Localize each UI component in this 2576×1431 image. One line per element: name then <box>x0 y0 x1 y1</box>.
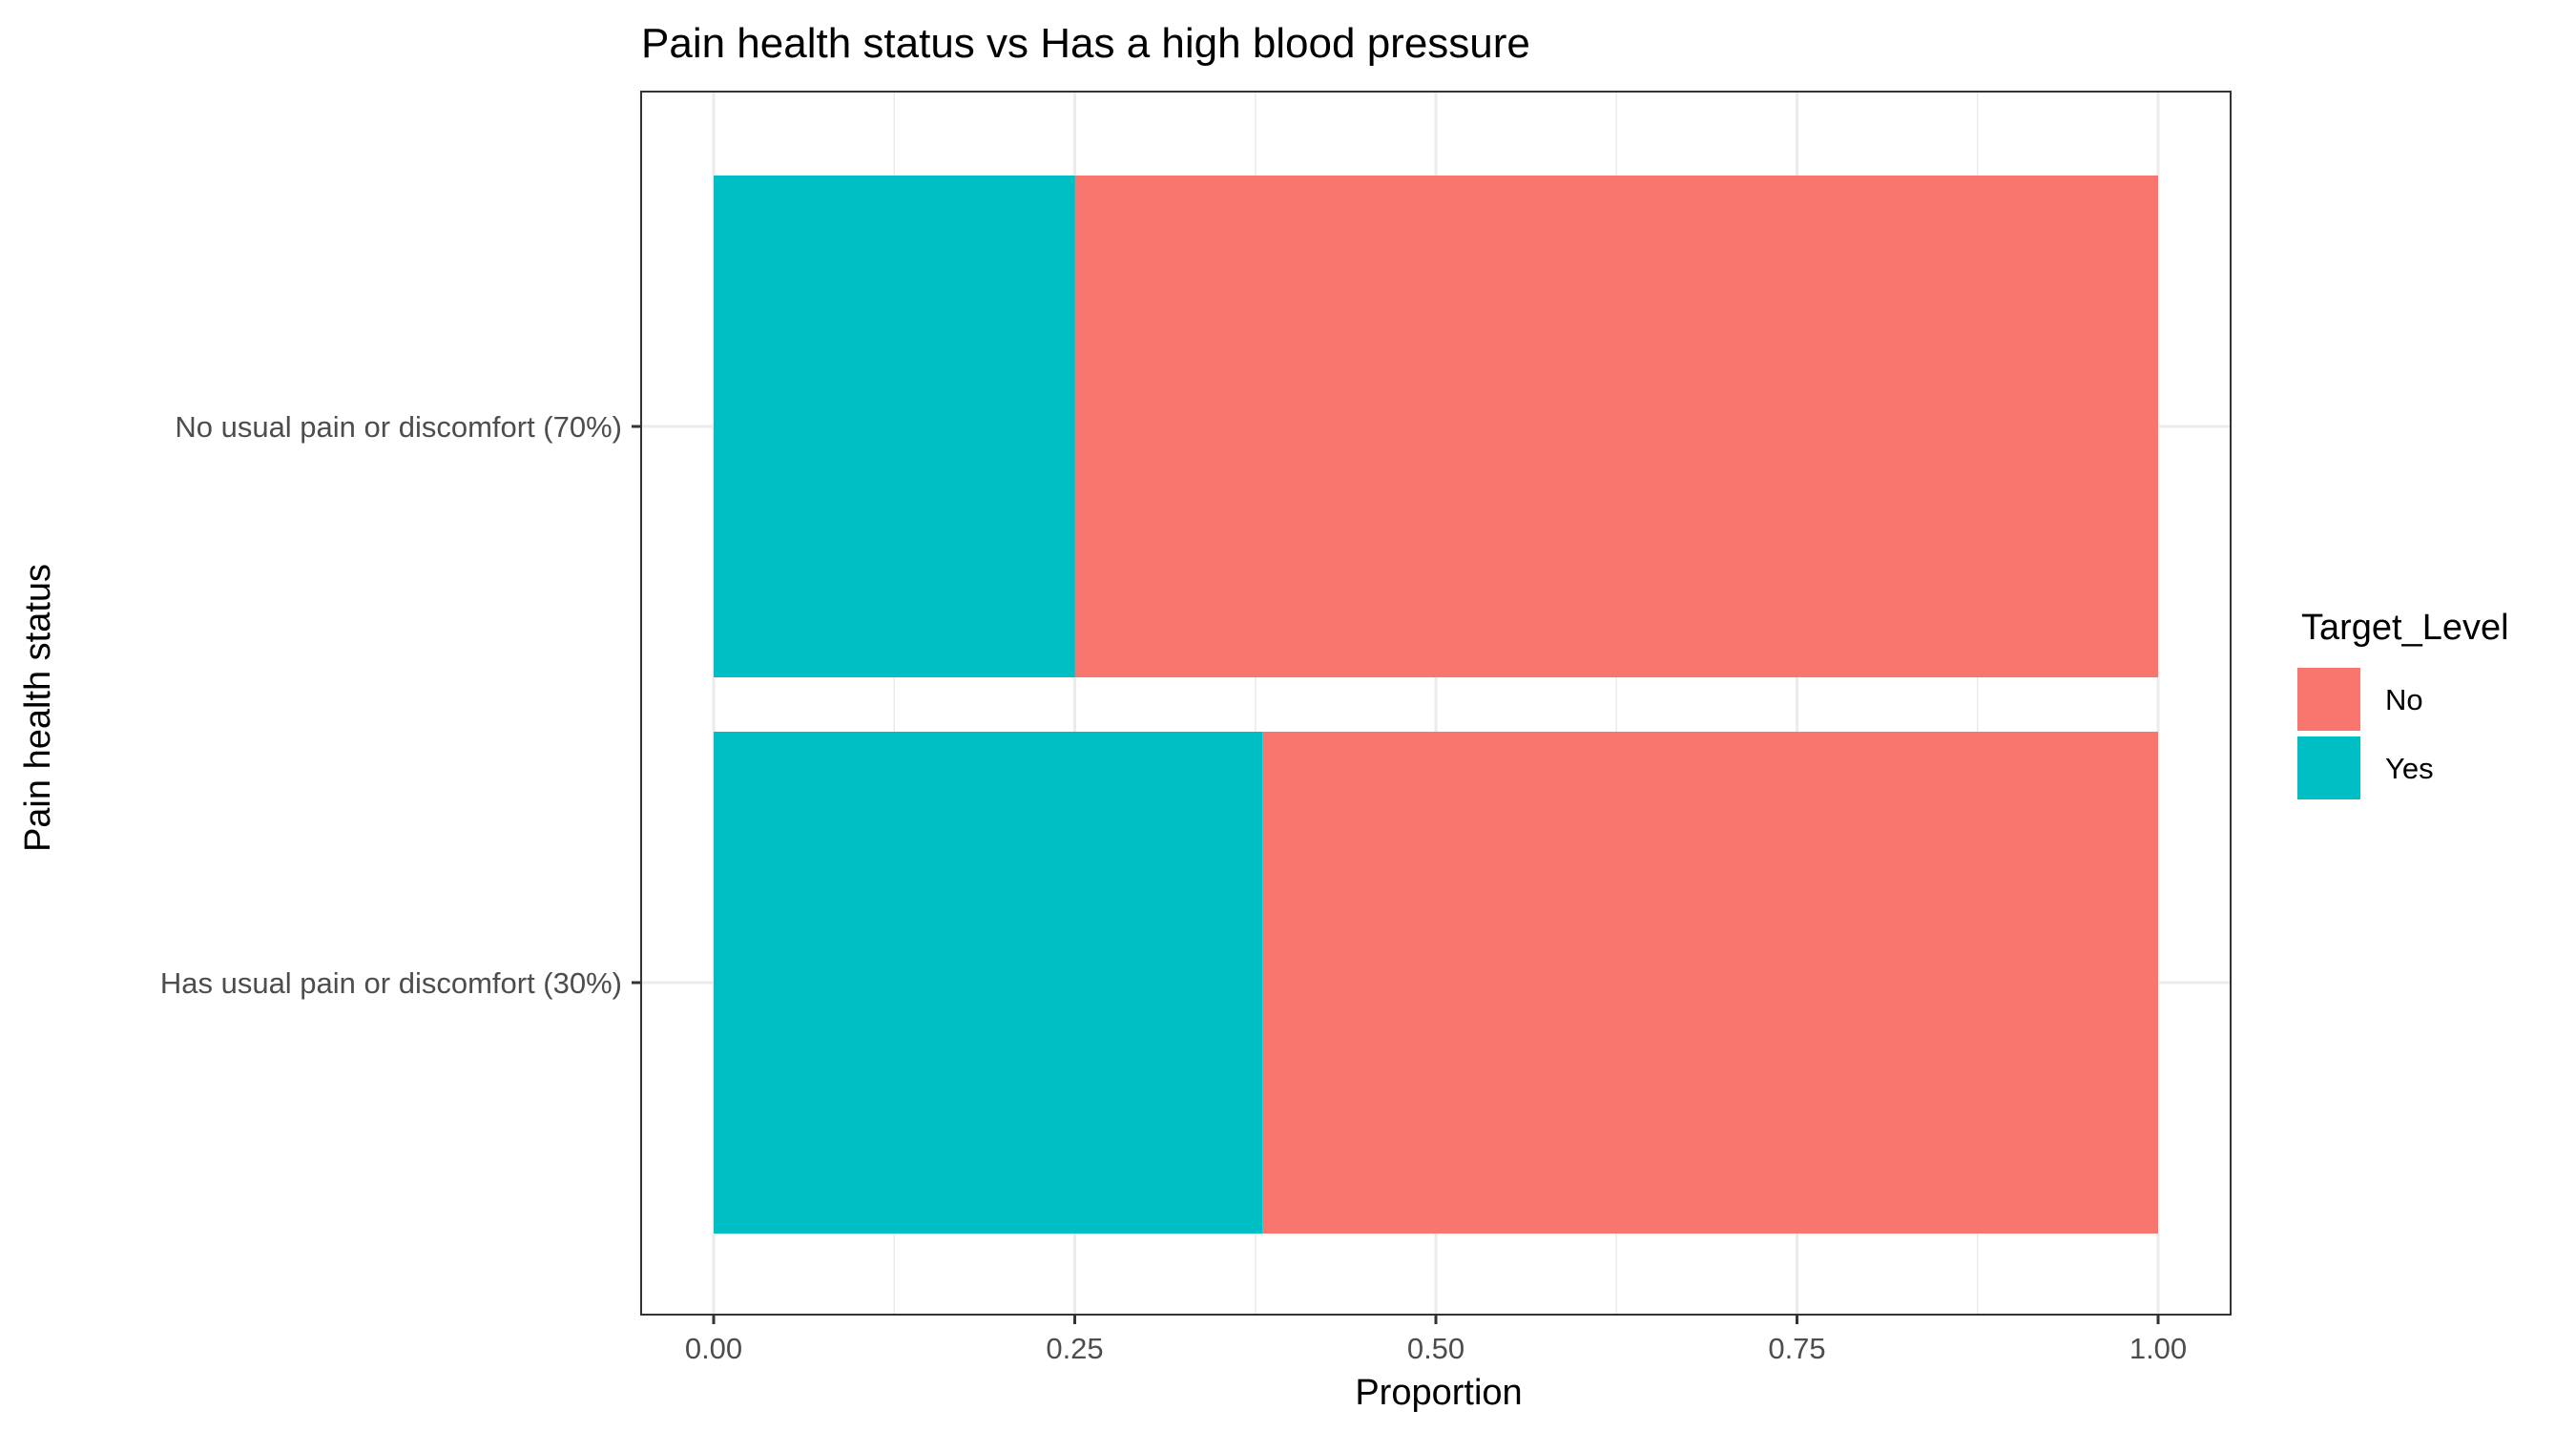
y-tick-label: No usual pain or discomfort (70%) <box>175 410 622 444</box>
plot-panel <box>640 91 2232 1316</box>
chart-title: Pain health status vs Has a high blood p… <box>641 20 1530 67</box>
x-tick-label: 0.75 <box>1768 1332 1825 1365</box>
legend: Target_Level No Yes <box>2297 608 2509 799</box>
bar-no-1 <box>1074 176 2158 677</box>
bar-no-2 <box>1262 732 2158 1234</box>
legend-label-no: No <box>2385 683 2423 716</box>
bar-yes-1 <box>714 176 1075 677</box>
x-tick-label: 0.00 <box>685 1332 742 1365</box>
legend-label-yes: Yes <box>2385 752 2434 785</box>
x-tick-label: 0.25 <box>1046 1332 1103 1365</box>
y-tick-label: Has usual pain or discomfort (30%) <box>160 966 622 1000</box>
bar-yes-2 <box>714 732 1263 1234</box>
legend-key-no <box>2297 668 2360 731</box>
y-axis-title: Pain health status <box>18 564 58 852</box>
x-tick-label: 1.00 <box>2129 1332 2187 1365</box>
x-tick-label: 0.50 <box>1407 1332 1465 1365</box>
x-axis-title: Proportion <box>1355 1373 1522 1413</box>
legend-key-yes <box>2297 736 2360 799</box>
legend-title: Target_Level <box>2301 608 2509 648</box>
